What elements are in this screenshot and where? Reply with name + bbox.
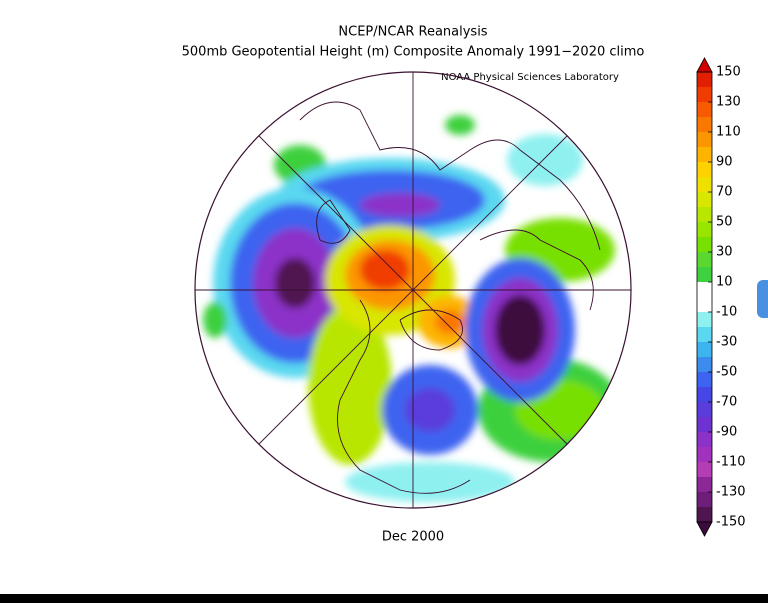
colorbar-under (696, 521, 713, 537)
colorbar-tick-label: -110 (716, 455, 746, 470)
colorbar: 150 130 110 90 70 50 30 10 -10 -30 -50 -70 -90 -110 -1… (696, 57, 746, 537)
colorbar-segment (697, 72, 712, 88)
colorbar-segment (697, 312, 712, 328)
colorbar-tick-label: -70 (716, 395, 737, 410)
credit: NOAA Physical Sciences Laboratory (441, 72, 619, 83)
colorbar-segment (697, 267, 712, 283)
colorbar-tick-label: -90 (716, 425, 737, 440)
colorbar-segment (697, 177, 712, 193)
colorbar-segment (697, 237, 712, 253)
colorbar-tick-label: 70 (716, 185, 733, 200)
title: NCEP/NCAR Reanalysis (338, 25, 487, 40)
colorbar-segment (697, 387, 712, 403)
colorbar-tick-label: -130 (716, 485, 746, 500)
colorbar-tick-label: 90 (716, 155, 733, 170)
colorbar-segment (697, 492, 712, 508)
colorbar-segment (697, 372, 712, 388)
colorbar-segment (697, 447, 712, 463)
colorbar-segment (697, 357, 712, 373)
colorbar-segment (697, 162, 712, 178)
colorbar-segment (697, 192, 712, 208)
colorbar-segment (697, 402, 712, 418)
colorbar-tick-label: 10 (716, 275, 733, 290)
colorbar-segment (697, 297, 712, 313)
date-label: Dec 2000 (382, 530, 444, 545)
colorbar-segment (697, 477, 712, 493)
colorbar-segment (697, 117, 712, 133)
colorbar-segment (697, 222, 712, 238)
colorbar-segment (697, 132, 712, 148)
colorbar-tick-label: -10 (716, 305, 737, 320)
colorbar-tick-label: 150 (716, 65, 741, 80)
colorbar-segment (697, 282, 712, 298)
bottom-bar (0, 594, 768, 603)
colorbar-tick-label: 130 (716, 95, 741, 110)
colorbar-tick-label: 30 (716, 245, 733, 260)
anomaly-map (195, 72, 631, 508)
colorbar-segment (697, 462, 712, 478)
colorbar-tick-label: 50 (716, 215, 733, 230)
colorbar-segment (697, 102, 712, 118)
colorbar-frame (696, 71, 713, 523)
colorbar-segment (697, 342, 712, 358)
side-tab[interactable] (757, 280, 768, 318)
colorbar-tick-label: 110 (716, 125, 741, 140)
colorbar-tick-label: -150 (716, 515, 746, 530)
colorbar-tick-label: -50 (716, 365, 737, 380)
colorbar-segment (697, 87, 712, 103)
colorbar-segment (697, 507, 712, 523)
colorbar-segment (697, 252, 712, 268)
colorbar-over (696, 57, 713, 73)
colorbar-segment (697, 432, 712, 448)
colorbar-segment (697, 327, 712, 343)
colorbar-segment (697, 147, 712, 163)
colorbar-segment (697, 207, 712, 223)
colorbar-segment (697, 417, 712, 433)
subtitle: 500mb Geopotential Height (m) Composite … (182, 45, 645, 60)
colorbar-tick-label: -30 (716, 335, 737, 350)
